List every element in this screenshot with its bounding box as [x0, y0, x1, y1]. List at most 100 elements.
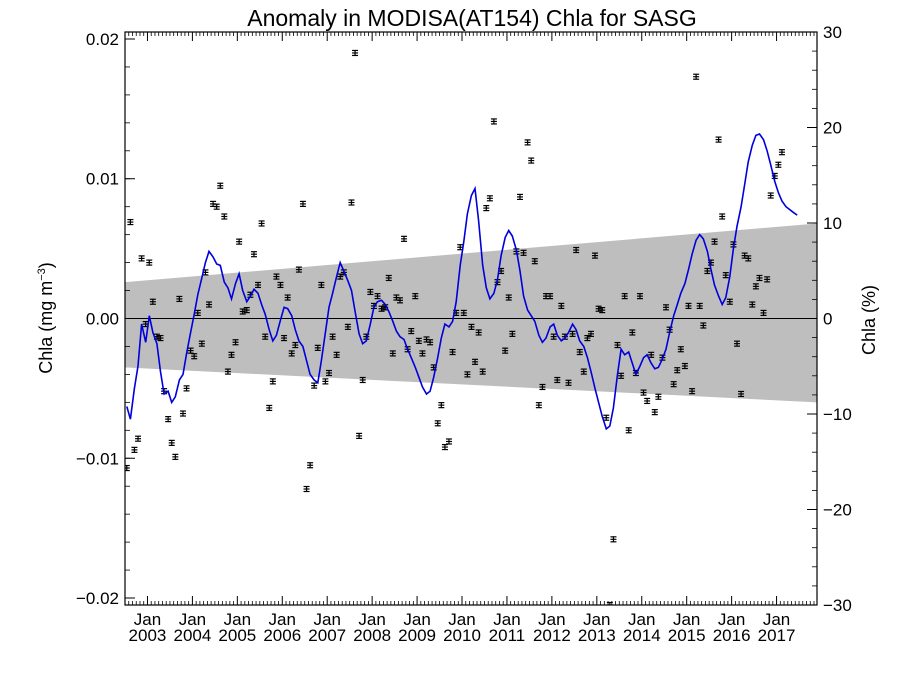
anomaly-point	[374, 293, 381, 300]
anomaly-point	[299, 200, 306, 207]
y-axis-right-label: Chla (%)	[859, 285, 879, 355]
y-left-tick-label: 0.02	[86, 30, 119, 49]
anomaly-point	[599, 307, 606, 314]
anomaly-point	[243, 307, 250, 314]
anomaly-point	[217, 182, 224, 189]
anomaly-point	[621, 293, 628, 300]
anomaly-point	[486, 195, 493, 202]
anomaly-point	[385, 274, 392, 282]
anomaly-point	[168, 439, 175, 446]
anomaly-point	[726, 298, 733, 305]
y-left-tick-label: 0.01	[86, 170, 119, 189]
anomaly-point	[356, 432, 363, 439]
anomaly-point	[767, 192, 774, 199]
chart-title: Anomaly in MODISA(AT154) Chla for SASG	[247, 5, 697, 31]
anomaly-point	[149, 298, 156, 305]
anomaly-point	[528, 157, 535, 164]
x-tick-label-year: 2005	[218, 626, 256, 645]
anomaly-point	[524, 139, 531, 146]
anomaly-point	[614, 341, 621, 349]
y-left-tick-label: 0.00	[86, 310, 119, 329]
x-tick-label-month: Jan	[269, 610, 296, 629]
anomaly-point	[674, 367, 681, 374]
anomaly-point	[475, 329, 482, 336]
x-tick-label-month: Jan	[628, 610, 655, 629]
anomaly-point	[359, 376, 366, 384]
anomaly-point	[194, 309, 201, 317]
anomaly-point	[610, 536, 617, 543]
anomaly-point	[554, 376, 561, 384]
x-tick-label-year: 2015	[668, 626, 706, 645]
anomaly-point	[681, 362, 688, 370]
x-tick-label-month: Jan	[493, 610, 520, 629]
anomaly-point	[131, 446, 138, 453]
anomaly-point	[412, 293, 419, 300]
anomaly-point	[255, 281, 262, 289]
anomaly-point	[749, 301, 756, 308]
anomaly-point	[273, 273, 280, 280]
anomaly-point	[509, 330, 516, 337]
anomaly-point	[535, 402, 542, 409]
y-left-tick-label: −0.01	[76, 449, 119, 468]
anomaly-point	[700, 322, 707, 329]
x-tick-label-month: Jan	[718, 610, 745, 629]
anomaly-point	[715, 136, 722, 143]
anomaly-point	[352, 49, 359, 57]
anomaly-point	[266, 404, 273, 412]
trend-confidence-band	[125, 223, 817, 403]
anomaly-point	[127, 218, 134, 226]
x-tick-label-month: Jan	[313, 610, 340, 629]
anomaly-point	[502, 347, 509, 354]
anomaly-point	[277, 281, 284, 289]
x-tick-label-month: Jan	[134, 610, 161, 629]
y-axis-right: 30 20 10 0 −10 −20 −30	[807, 23, 852, 615]
anomaly-point	[165, 416, 172, 423]
x-tick-label-month: Jan	[403, 610, 430, 629]
anomaly-point	[176, 295, 183, 303]
anomaly-point	[663, 304, 670, 311]
anomaly-point	[483, 204, 490, 212]
anomaly-point	[172, 453, 179, 460]
smoothed-anomaly-line	[126, 133, 798, 431]
anomaly-point	[587, 330, 594, 337]
y-axis-left-label: Chla (mg m−3)	[36, 262, 56, 374]
anomaly-point	[595, 305, 602, 312]
anomaly-point	[284, 294, 291, 301]
anomaly-point	[603, 414, 610, 421]
anomaly-point	[584, 334, 591, 342]
anomaly-point	[378, 305, 385, 312]
anomaly-point	[307, 462, 314, 469]
anomaly-point	[125, 464, 130, 472]
anomaly-point	[441, 443, 448, 451]
y-axis-left: 0.02 0.01 0.00 −0.01 −0.02	[76, 30, 135, 608]
x-tick-label-month: Jan	[448, 610, 475, 629]
anomaly-point	[236, 238, 243, 245]
y-right-tick-label: 30	[823, 23, 842, 42]
x-tick-label-month: Jan	[763, 610, 790, 629]
anomaly-point	[311, 382, 318, 389]
anomaly-point	[135, 435, 142, 442]
anomaly-point	[333, 351, 340, 358]
anomaly-point	[576, 348, 583, 356]
y-right-tick-label: −10	[823, 405, 852, 424]
anomaly-point	[303, 485, 310, 493]
anomaly-point	[629, 329, 636, 336]
y-right-tick-label: 10	[823, 214, 842, 233]
anomaly-point	[213, 203, 220, 210]
anomaly-point	[427, 339, 434, 346]
x-tick-label-year: 2004	[173, 626, 211, 645]
anomaly-point	[198, 340, 205, 347]
anomaly-point	[401, 235, 408, 242]
anomaly-point	[651, 409, 658, 416]
anomaly-point	[573, 246, 580, 254]
anomaly-point	[775, 161, 782, 168]
anomaly-point	[704, 267, 711, 275]
anomaly-point	[764, 276, 771, 283]
x-tick-label-month: Jan	[538, 610, 565, 629]
anomaly-point	[250, 251, 257, 258]
anomaly-point	[490, 118, 497, 125]
x-tick-label-year: 2006	[263, 626, 301, 645]
anomaly-point	[618, 372, 625, 379]
x-tick-label-month: Jan	[673, 610, 700, 629]
anomaly-point	[752, 283, 759, 290]
